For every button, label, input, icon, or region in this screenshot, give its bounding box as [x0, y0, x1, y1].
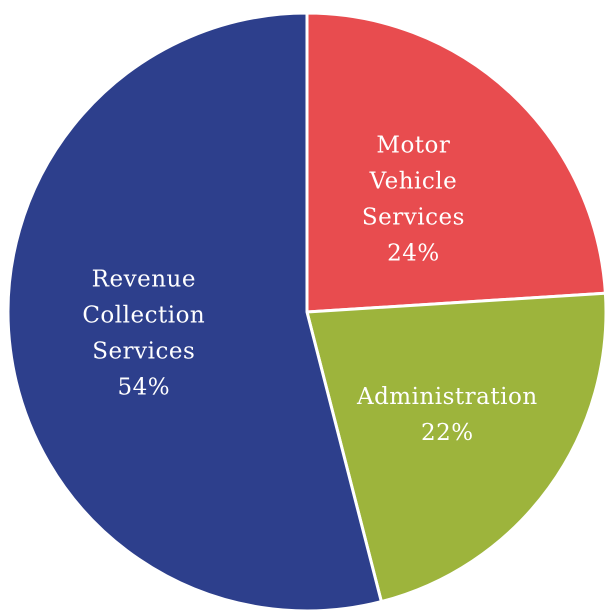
- pie-label-motor-vehicle-services: Motor Vehicle Services 24%: [362, 133, 465, 267]
- pie-category-label: Motor: [376, 133, 450, 159]
- pie-slice-revenue-collection-services: [6, 11, 384, 612]
- pie-slice-administration: [305, 291, 605, 604]
- pie-slices: [6, 11, 605, 612]
- pie-labels: Motor Vehicle Services 24% Administration 22%…: [82, 133, 537, 446]
- pie-label-administration: Administration 22%: [356, 384, 538, 446]
- pie-category-label: Services: [362, 205, 465, 231]
- pie-category-label: Vehicle: [369, 169, 458, 195]
- pie-category-label: Administration: [356, 384, 538, 410]
- pie-value-label: 54%: [117, 375, 170, 401]
- pie-category-label: Revenue: [92, 267, 196, 293]
- pie-value-label: 24%: [387, 241, 440, 267]
- pie-value-label: 22%: [421, 420, 474, 446]
- pie-category-label: Services: [92, 339, 195, 365]
- pie-label-revenue-collection-services: Revenue Collection Services 54%: [82, 267, 205, 401]
- pie-slice-motor-vehicle-services: [305, 11, 605, 314]
- pie-category-label: Collection: [82, 303, 205, 329]
